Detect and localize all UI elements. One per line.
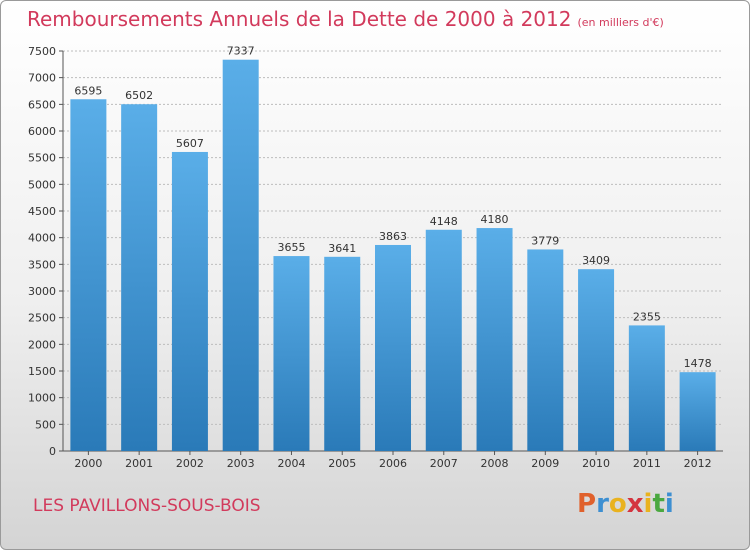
bar-2001 (121, 104, 158, 451)
y-tick-label: 3000 (28, 285, 56, 298)
bar-2012 (679, 372, 716, 451)
logo-letter: r (596, 489, 609, 519)
bar-2004 (273, 256, 310, 451)
x-tick-label-2003: 2003 (227, 457, 255, 470)
bar-2000 (70, 99, 107, 452)
y-tick-label: 6000 (28, 125, 56, 138)
value-label-2000: 6595 (74, 84, 102, 97)
y-tick-label: 1500 (28, 365, 56, 378)
y-tick-label: 3500 (28, 258, 56, 271)
y-tick-label: 5000 (28, 178, 56, 191)
commune-name: LES PAVILLONS-SOUS-BOIS (33, 496, 261, 516)
logo-letter: P (577, 489, 597, 519)
x-tick-label-2011: 2011 (633, 457, 661, 470)
value-label-2009: 3779 (531, 234, 559, 247)
x-tick-label-2002: 2002 (176, 457, 204, 470)
bar-2003 (222, 59, 259, 452)
x-tick-label-2004: 2004 (277, 457, 305, 470)
y-tick-labels: 0 500 1000 1500 2000 2500 3000 3500 4000 4500 5000… (28, 45, 56, 458)
bar-2002 (171, 151, 208, 451)
logo-letter: i (664, 489, 674, 519)
bar-2005 (324, 256, 361, 451)
value-label-2001: 6502 (125, 89, 153, 102)
x-tick-label-2005: 2005 (328, 457, 356, 470)
x-tick-label-2001: 2001 (125, 457, 153, 470)
bar-2006 (375, 244, 411, 451)
value-label-2011: 2355 (633, 310, 661, 323)
y-tick-label: 2500 (28, 312, 56, 325)
proxiti-logo: Proxiti (577, 489, 674, 519)
bar-2008 (476, 228, 513, 451)
chart-title: Remboursements Annuels de la Dette de 20… (27, 7, 664, 31)
bar-2010 (578, 269, 615, 451)
chart-title-text: Remboursements Annuels de la Dette de 20… (27, 7, 572, 31)
bar-2009 (527, 249, 564, 451)
y-tick-label: 0 (49, 445, 56, 458)
logo-letter: i (643, 489, 653, 519)
chart-unit-label: (en milliers d'€) (577, 16, 664, 29)
y-tick-label: 4000 (28, 232, 56, 245)
x-tick-label-2012: 2012 (684, 457, 712, 470)
value-label-2007: 4148 (430, 215, 458, 228)
bar-2007 (425, 229, 462, 451)
x-tick-label-2006: 2006 (379, 457, 407, 470)
bar-2011 (628, 325, 665, 451)
y-tick-label: 7500 (28, 45, 56, 58)
x-tick-labels: 2000 2001 2002 2003 2004 2005 2006 2007 2008 2009… (74, 451, 712, 470)
logo-letter: x (626, 489, 644, 519)
logo-letter: o (608, 489, 627, 519)
y-tick-label: 5500 (28, 152, 56, 165)
bars (70, 59, 716, 452)
y-tick-label: 2000 (28, 338, 56, 351)
x-tick-label-2009: 2009 (531, 457, 559, 470)
value-label-2005: 3641 (328, 242, 356, 255)
value-label-2004: 3655 (277, 241, 305, 254)
x-tick-label-2007: 2007 (430, 457, 458, 470)
y-tick-label: 500 (35, 418, 56, 431)
y-tick-label: 6500 (28, 98, 56, 111)
logo-letter: t (652, 489, 665, 519)
x-tick-label-2000: 2000 (74, 457, 102, 470)
value-label-2010: 3409 (582, 254, 610, 267)
value-label-2006: 3863 (379, 230, 407, 243)
value-labels: 6595 6502 5607 7337 3655 3641 3863 4148 4180 3779… (74, 45, 711, 370)
x-tick-label-2010: 2010 (582, 457, 610, 470)
y-tick-label: 7000 (28, 72, 56, 85)
value-label-2002: 5607 (176, 137, 204, 150)
y-tick-label: 4500 (28, 205, 56, 218)
value-label-2003: 7337 (227, 45, 255, 58)
x-tick-label-2008: 2008 (481, 457, 509, 470)
y-tick-label: 1000 (28, 392, 56, 405)
value-label-2008: 4180 (481, 213, 509, 226)
value-label-2012: 1478 (684, 357, 712, 370)
